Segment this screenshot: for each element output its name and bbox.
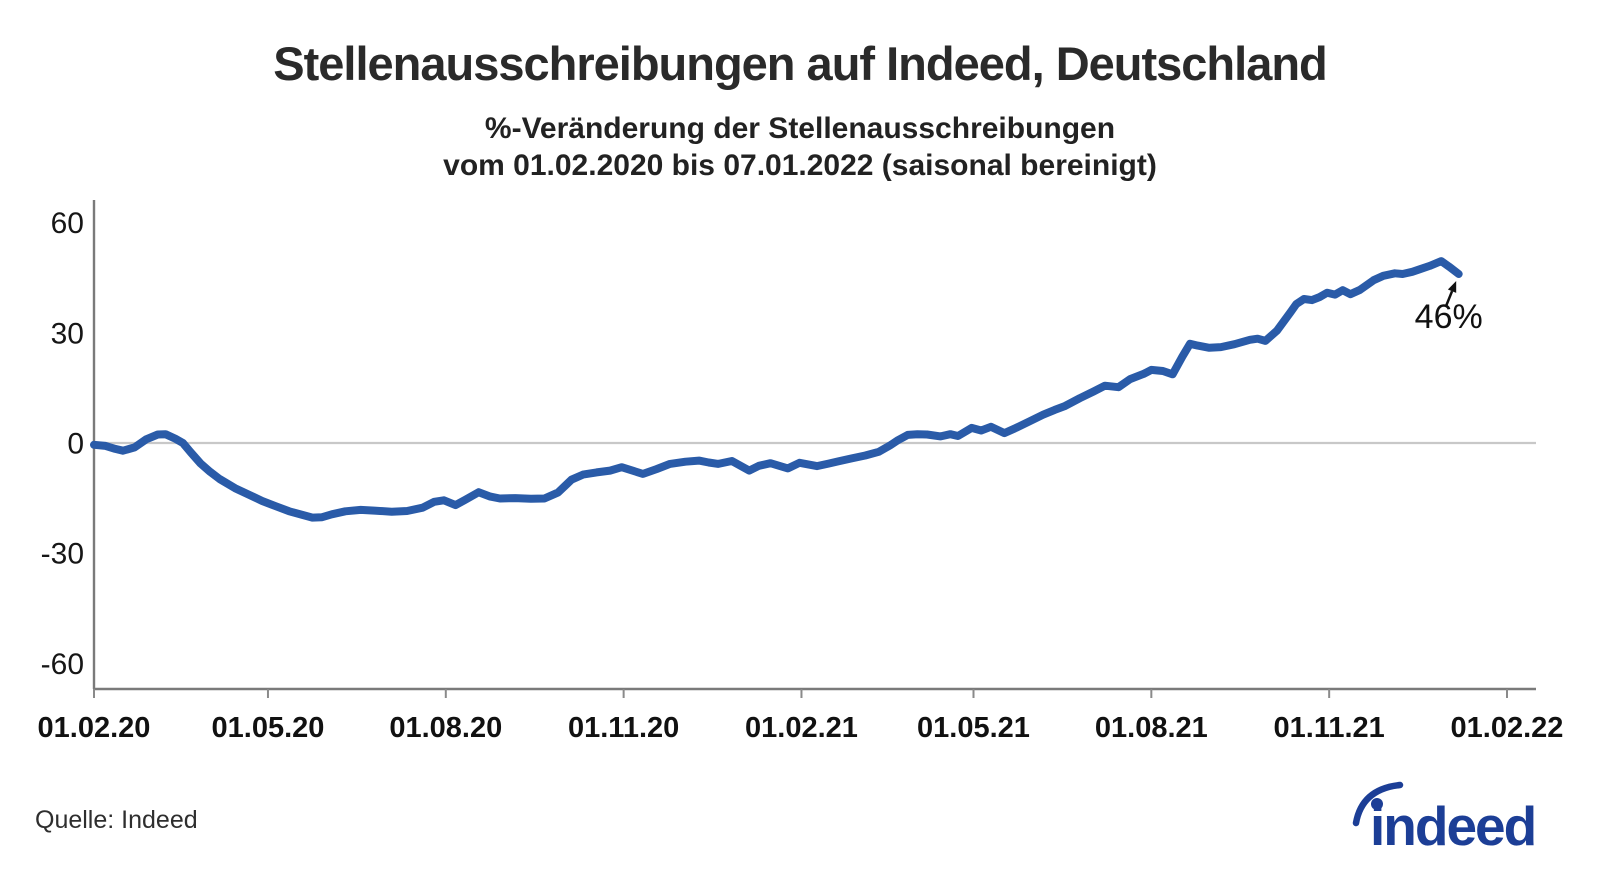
logo-i-dot-icon xyxy=(1371,798,1383,810)
chart-subtitle-line1: %-Veränderung der Stellenausschreibungen xyxy=(484,112,1116,145)
x-axis-ticks: 01.02.20 01.05.20 01.08.20 01.11.20 01.02.21… xyxy=(38,689,1564,744)
x-tick-label: 01.02.21 xyxy=(745,712,858,744)
y-tick-label: -30 xyxy=(41,538,84,571)
series-line-deutschland xyxy=(90,257,1463,522)
x-tick-label: 01.11.21 xyxy=(1274,712,1385,744)
indeed-logo: indeed xyxy=(1352,781,1537,857)
series-path xyxy=(90,257,1463,522)
y-axis-ticks: 60 30 0 -30 -60 xyxy=(41,207,84,681)
x-tick-label: 01.05.20 xyxy=(212,712,325,744)
last-value-label: 46% xyxy=(1415,298,1483,336)
chart-axes xyxy=(92,200,1536,691)
x-tick-label: 01.11.20 xyxy=(568,712,679,744)
logo-text: indeed xyxy=(1370,795,1535,857)
x-tick-label: 01.05.21 xyxy=(917,712,1030,744)
chart-subtitle: %-Veränderung der Stellenausschreibungen… xyxy=(0,110,1600,184)
source-text: Quelle: Indeed xyxy=(35,806,198,834)
y-tick-label: 60 xyxy=(51,207,84,240)
chart-title: Stellenausschreibungen auf Indeed, Deuts… xyxy=(273,37,1328,90)
annotation-arrow-head xyxy=(1447,281,1457,293)
x-tick-label: 01.02.22 xyxy=(1451,712,1564,744)
x-tick-label: 01.08.21 xyxy=(1095,712,1208,744)
y-tick-label: 30 xyxy=(51,317,84,350)
annotation-arrow-shaft xyxy=(1444,290,1454,308)
x-tick-label: 01.02.20 xyxy=(38,712,151,744)
chart-subtitle-line2: vom 01.02.2020 bis 07.01.2022 (saisonal … xyxy=(443,149,1157,182)
x-tick-label: 01.08.20 xyxy=(389,712,502,744)
y-tick-label: -60 xyxy=(41,648,84,681)
logo-swoosh-icon xyxy=(1352,781,1404,827)
y-tick-label: 0 xyxy=(67,428,84,461)
last-value-annotation: 46% xyxy=(1415,281,1483,336)
